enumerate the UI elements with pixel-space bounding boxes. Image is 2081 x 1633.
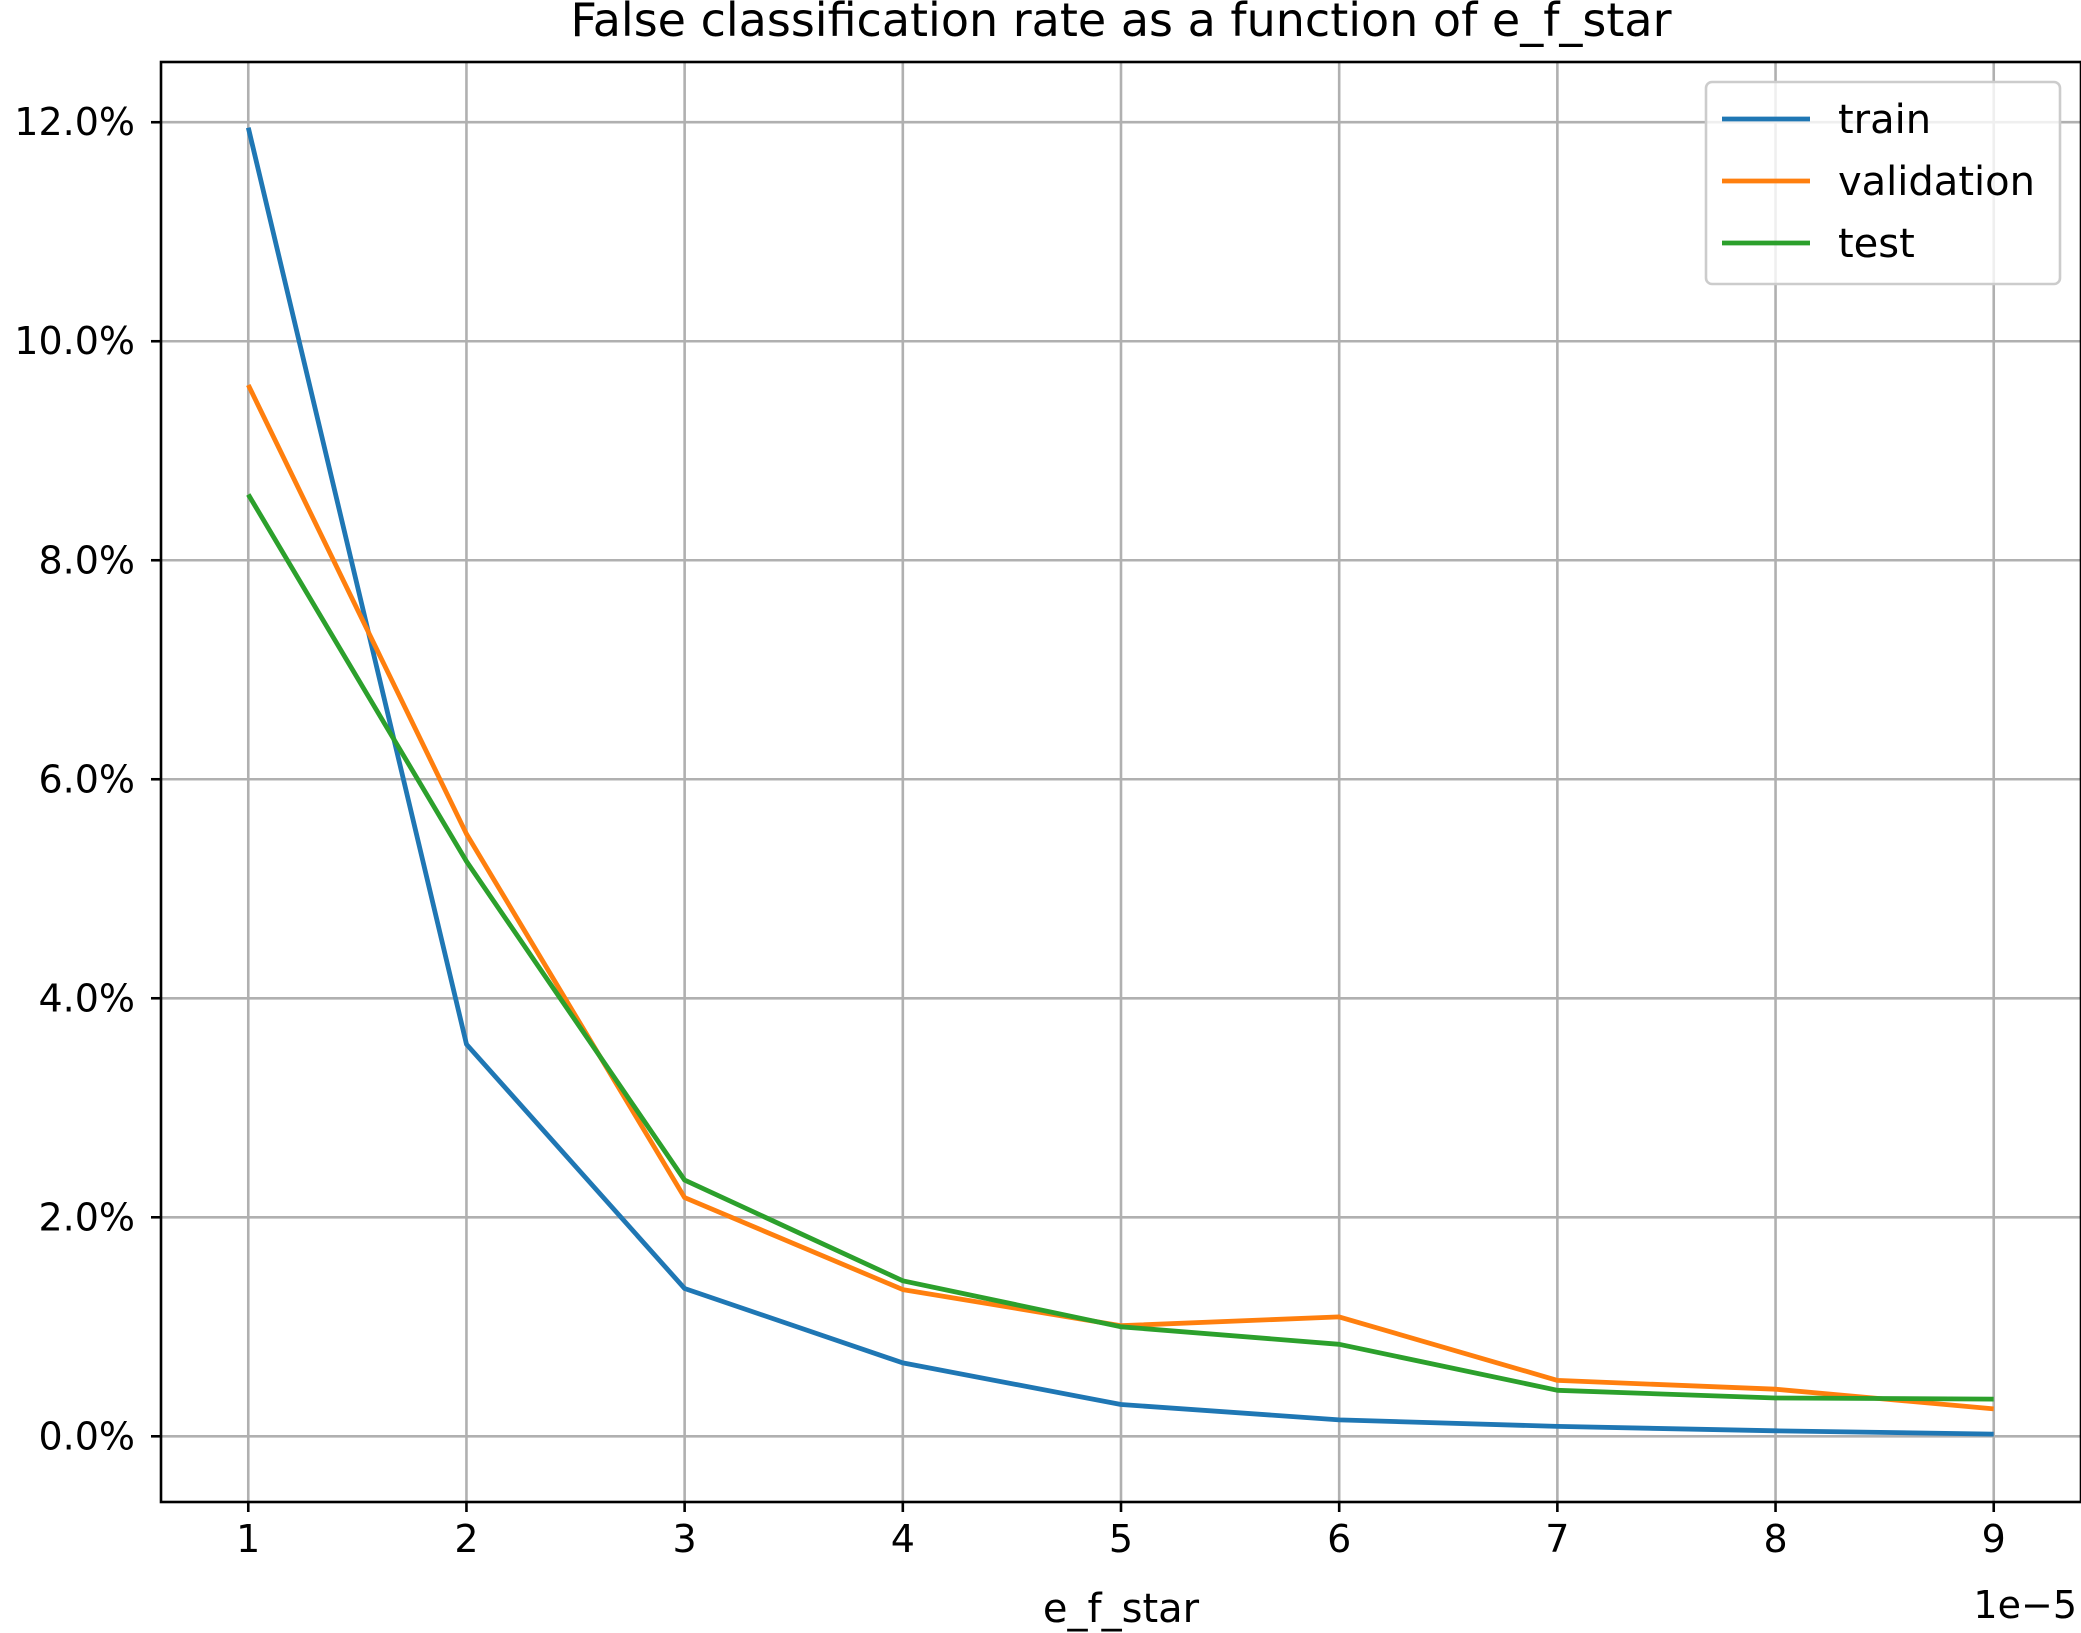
y-tick-label: 2.0% — [38, 1195, 135, 1239]
y-tick-label: 6.0% — [38, 757, 135, 801]
x-tick-label: 8 — [1763, 1517, 1787, 1561]
legend-box — [1704, 80, 2062, 286]
x-tick-label: 6 — [1327, 1517, 1351, 1561]
y-tick-label: 4.0% — [38, 976, 135, 1020]
x-tick-label: 3 — [673, 1517, 697, 1561]
legend-label-train: train — [1838, 97, 1931, 143]
x-tick-label: 9 — [1982, 1517, 2006, 1561]
x-axis-offset-label: 1e−5 — [1973, 1583, 2077, 1627]
legend-label-test: test — [1838, 221, 1915, 267]
x-tick-label: 4 — [891, 1517, 915, 1561]
series-line-train — [245, 127, 1994, 1437]
y-tick-label: 10.0% — [14, 319, 135, 363]
x-tick-label: 5 — [1109, 1517, 1133, 1561]
y-tick-label: 8.0% — [38, 538, 135, 582]
x-tick-label: 1 — [236, 1517, 260, 1561]
series-line-test — [246, 493, 1994, 1402]
grid-lines — [161, 62, 2081, 1502]
series-lines — [245, 127, 1994, 1437]
y-tick-label: 0.0% — [38, 1414, 135, 1458]
axes: 1 2 3 4 5 6 7 8 9 0.0% 2.0% 4.0% 6.0% 8.0% 10.0% 12.0% — [14, 60, 2081, 1561]
x-tick-label: 2 — [454, 1517, 478, 1561]
legend: train validation test — [1704, 80, 2062, 286]
x-axis-label: e_f_star — [1043, 1586, 1200, 1632]
legend-label-validation: validation — [1838, 159, 2035, 205]
chart-title: False classification rate as a function … — [571, 0, 1672, 47]
y-tick-label: 12.0% — [14, 100, 135, 144]
x-tick-label: 7 — [1545, 1517, 1569, 1561]
plot-frame — [159, 60, 2081, 1504]
